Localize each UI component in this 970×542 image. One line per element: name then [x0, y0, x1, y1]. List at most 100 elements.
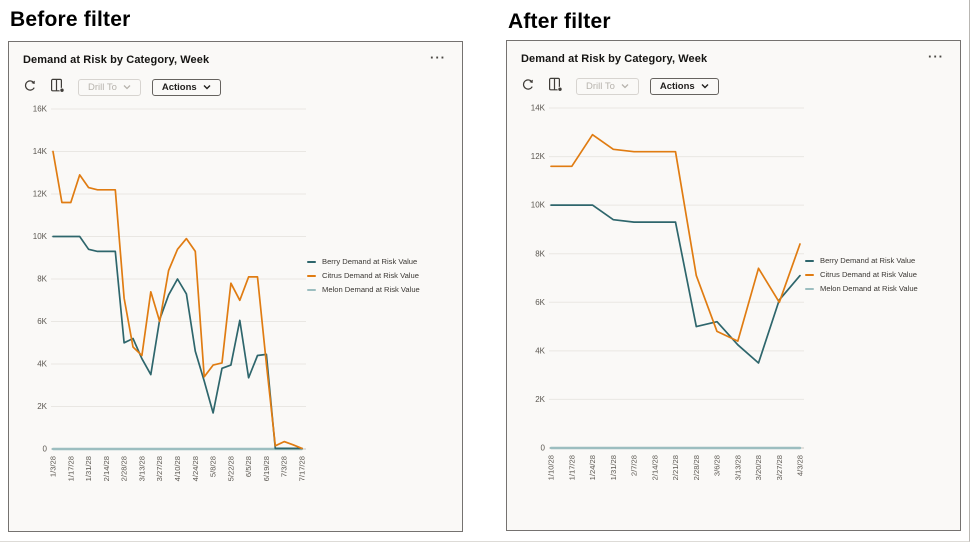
y-tick-label: 12K [33, 190, 48, 199]
series-line-citrus[interactable] [52, 150, 303, 450]
data-view-button[interactable] [50, 78, 65, 96]
legend-item-citrus[interactable]: Citrus Demand at Risk Value [805, 270, 946, 279]
legend-item-berry[interactable]: Berry Demand at Risk Value [805, 256, 946, 265]
y-tick-label: 14K [531, 104, 546, 113]
series-line-berry[interactable] [550, 204, 801, 364]
legend-swatch [307, 274, 316, 277]
actions-label: Actions [659, 80, 695, 92]
toolbar: Drill To Actions [23, 78, 448, 96]
x-tick-label: 3/6/28 [713, 455, 722, 476]
viz-panel-after: Demand at Risk by Category, Week ··· Dri… [506, 40, 961, 531]
panel-title: Demand at Risk by Category, Week [521, 53, 708, 65]
series-line-berry[interactable] [52, 235, 303, 450]
data-view-icon [50, 78, 65, 96]
legend-item-berry[interactable]: Berry Demand at Risk Value [307, 257, 448, 266]
x-tick-label: 2/28/28 [692, 455, 701, 480]
drill-to-label: Drill To [586, 80, 615, 92]
refresh-icon [521, 78, 535, 95]
y-tick-label: 14K [33, 147, 48, 156]
x-tick-label: 3/13/28 [733, 455, 742, 480]
chevron-down-icon [203, 82, 211, 93]
x-tick-label: 3/20/28 [754, 455, 763, 480]
x-tick-label: 1/3/28 [49, 456, 58, 477]
y-tick-label: 16K [33, 105, 48, 114]
x-tick-label: 4/3/28 [796, 455, 805, 476]
legend-label: Melon Demand at Risk Value [820, 284, 918, 293]
toolbar: Drill To Actions [521, 77, 946, 95]
y-tick-label: 2K [37, 402, 47, 411]
legend-swatch [805, 287, 814, 290]
legend-label: Berry Demand at Risk Value [322, 257, 418, 266]
legend-swatch [805, 273, 814, 276]
drill-to-button[interactable]: Drill To [576, 77, 639, 95]
x-tick-label: 2/21/28 [671, 455, 680, 480]
x-tick-label: 1/31/28 [84, 456, 93, 481]
after-filter-block: After filter Demand at Risk by Category,… [506, 6, 961, 532]
actions-label: Actions [161, 81, 197, 93]
actions-button[interactable]: Actions [649, 77, 719, 95]
drill-to-label: Drill To [88, 81, 117, 93]
refresh-button[interactable] [521, 78, 535, 95]
line-chart-svg: 0 2K 4K 6K 8K 10K 12K 14K 1/10/28 1/17/28 1/24/28 1… [531, 104, 805, 481]
panel-header: Demand at Risk by Category, Week ··· [521, 49, 946, 65]
y-tick-label: 0 [541, 444, 546, 453]
chart-area: 0 2K 4K 6K 8K 10K 12K 14K 16K 1/3/28 1/17/28 1/31/2… [23, 100, 448, 511]
x-tick-label: 2/7/28 [630, 455, 639, 476]
panel-menu-button[interactable]: ··· [430, 50, 446, 65]
line-chart-before: 0 2K 4K 6K 8K 10K 12K 14K 16K 1/3/28 1/17/28 1/31/2… [23, 100, 307, 511]
y-tick-label: 0 [43, 445, 48, 454]
series-line-citrus[interactable] [550, 133, 801, 342]
panel-menu-button[interactable]: ··· [928, 49, 944, 64]
x-tick-label: 5/8/28 [209, 456, 218, 477]
y-tick-label: 6K [37, 317, 47, 326]
legend: Berry Demand at Risk Value Citrus Demand … [805, 251, 946, 298]
legend-label: Citrus Demand at Risk Value [322, 271, 419, 280]
legend-label: Berry Demand at Risk Value [820, 256, 916, 265]
after-filter-heading: After filter [508, 10, 611, 33]
y-tick-label: 12K [531, 152, 546, 161]
panel-title: Demand at Risk by Category, Week [23, 54, 210, 66]
legend: Berry Demand at Risk Value Citrus Demand … [307, 252, 448, 299]
x-tick-label: 2/14/28 [102, 456, 111, 481]
refresh-button[interactable] [23, 79, 37, 96]
line-chart-after: 0 2K 4K 6K 8K 10K 12K 14K 1/10/28 1/17/28 1/24/28 1… [521, 99, 805, 510]
y-tick-label: 10K [33, 232, 48, 241]
legend-swatch [307, 288, 316, 291]
y-tick-label: 6K [535, 298, 545, 307]
panel-header: Demand at Risk by Category, Week ··· [23, 50, 448, 66]
y-tick-label: 2K [535, 395, 545, 404]
chevron-down-icon [123, 82, 131, 93]
x-tick-label: 1/17/28 [66, 456, 75, 481]
x-tick-label: 7/3/28 [280, 456, 289, 477]
chevron-down-icon [621, 81, 629, 92]
x-tick-label: 2/14/28 [650, 455, 659, 480]
x-tick-label: 1/10/28 [547, 455, 556, 480]
actions-button[interactable]: Actions [151, 78, 221, 96]
viz-panel-before: Demand at Risk by Category, Week ··· Dri… [8, 41, 463, 532]
x-tick-label: 4/24/28 [191, 456, 200, 481]
chevron-down-icon [701, 81, 709, 92]
refresh-icon [23, 79, 37, 96]
legend-item-citrus[interactable]: Citrus Demand at Risk Value [307, 271, 448, 280]
y-tick-label: 8K [535, 249, 545, 258]
x-tick-label: 3/27/28 [155, 456, 164, 481]
x-tick-label: 6/5/28 [244, 456, 253, 477]
x-tick-label: 3/13/28 [137, 456, 146, 481]
drill-to-button[interactable]: Drill To [78, 78, 141, 96]
x-tick-label: 2/28/28 [120, 456, 129, 481]
x-tick-label: 1/24/28 [588, 455, 597, 480]
chart-area: 0 2K 4K 6K 8K 10K 12K 14K 1/10/28 1/17/28 1/24/28 1… [521, 99, 946, 510]
y-tick-label: 4K [37, 360, 47, 369]
x-tick-label: 6/19/28 [262, 456, 271, 481]
x-tick-label: 4/10/28 [173, 456, 182, 481]
y-tick-label: 8K [37, 275, 47, 284]
legend-swatch [805, 259, 814, 262]
y-tick-label: 4K [535, 346, 545, 355]
legend-item-melon[interactable]: Melon Demand at Risk Value [307, 285, 448, 294]
line-chart-svg: 0 2K 4K 6K 8K 10K 12K 14K 16K 1/3/28 1/17/28 1/31/2… [33, 105, 307, 482]
data-view-icon [548, 77, 563, 95]
before-filter-block: Before filter Demand at Risk by Category… [8, 6, 463, 532]
legend-item-melon[interactable]: Melon Demand at Risk Value [805, 284, 946, 293]
data-view-button[interactable] [548, 77, 563, 95]
